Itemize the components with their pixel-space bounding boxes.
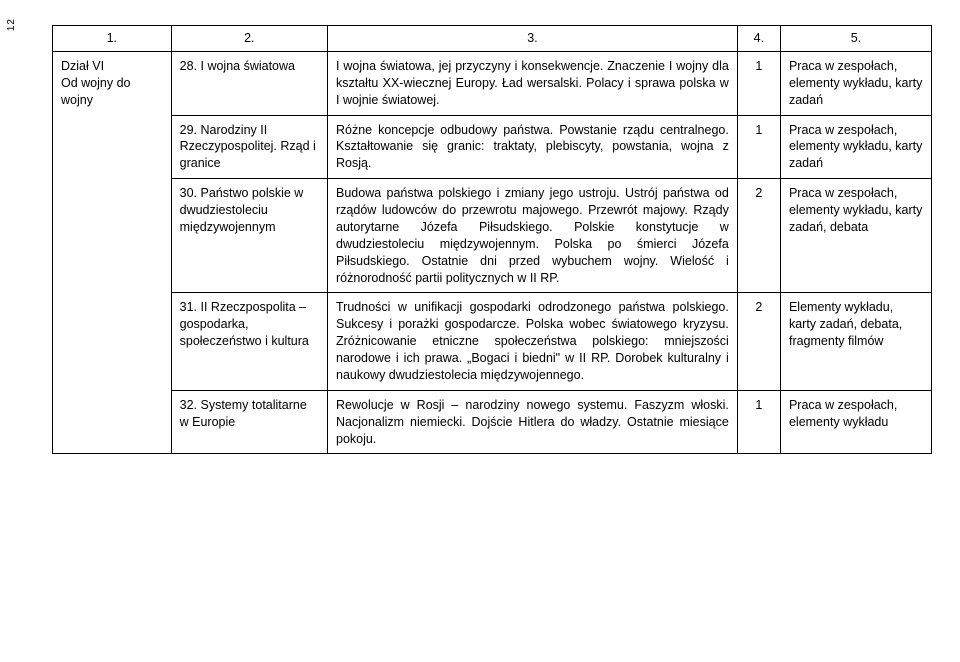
description-cell: Budowa państwa polskiego i zmiany jego u… — [328, 179, 738, 293]
description-cell: Trudności w unifikacji gospodarki odrodz… — [328, 293, 738, 390]
table-header-row: 1. 2. 3. 4. 5. — [53, 26, 932, 52]
method-cell: Praca w zespołach, elementy wykładu, kar… — [780, 115, 931, 179]
table-row: Dział VI Od wojny do wojny 28. I wojna ś… — [53, 51, 932, 115]
topic-cell: 30. Państwo polskie w dwudziestoleciu mi… — [171, 179, 327, 293]
section-cell: Dział VI Od wojny do wojny — [53, 51, 172, 454]
page-number: 12 — [6, 18, 17, 31]
col-header-1: 1. — [53, 26, 172, 52]
col-header-3: 3. — [328, 26, 738, 52]
hours-cell: 1 — [737, 390, 780, 454]
topic-cell: 29. Narodziny II Rzeczypospolitej. Rząd … — [171, 115, 327, 179]
description-cell: Różne koncepcje odbudowy państwa. Powsta… — [328, 115, 738, 179]
topic-cell: 28. I wojna światowa — [171, 51, 327, 115]
col-header-5: 5. — [780, 26, 931, 52]
topic-number: 30. — [180, 186, 197, 200]
method-cell: Praca w zespołach, elementy wykładu — [780, 390, 931, 454]
topic-title: Narodziny II Rzeczypospolitej. Rząd i gr… — [180, 123, 316, 171]
hours-cell: 1 — [737, 115, 780, 179]
method-cell: Praca w zespołach, elementy wykładu, kar… — [780, 179, 931, 293]
curriculum-table-wrap: 1. 2. 3. 4. 5. Dział VI Od wojny do wojn… — [52, 25, 932, 454]
topic-title: Państwo polskie w dwudziestoleciu między… — [180, 186, 304, 234]
topic-cell: 32. Systemy totalitarne w Europie — [171, 390, 327, 454]
hours-cell: 2 — [737, 293, 780, 390]
curriculum-table: 1. 2. 3. 4. 5. Dział VI Od wojny do wojn… — [52, 25, 932, 454]
topic-title: Systemy totalitarne w Europie — [180, 398, 307, 429]
topic-number: 31. — [180, 300, 197, 314]
method-cell: Elementy wykładu, karty zadań, debata, f… — [780, 293, 931, 390]
topic-title: I wojna światowa — [201, 59, 296, 73]
description-cell: I wojna światowa, jej przyczyny i konsek… — [328, 51, 738, 115]
table-row: 29. Narodziny II Rzeczypospolitej. Rząd … — [53, 115, 932, 179]
topic-cell: 31. II Rzeczpospolita – gospodarka, społ… — [171, 293, 327, 390]
col-header-2: 2. — [171, 26, 327, 52]
table-row: 30. Państwo polskie w dwudziestoleciu mi… — [53, 179, 932, 293]
topic-number: 32. — [180, 398, 197, 412]
hours-cell: 1 — [737, 51, 780, 115]
table-row: 32. Systemy totalitarne w Europie Rewolu… — [53, 390, 932, 454]
topic-number: 29. — [180, 123, 197, 137]
col-header-4: 4. — [737, 26, 780, 52]
description-cell: Rewolucje w Rosji – narodziny nowego sys… — [328, 390, 738, 454]
table-row: 31. II Rzeczpospolita – gospodarka, społ… — [53, 293, 932, 390]
topic-number: 28. — [180, 59, 197, 73]
hours-cell: 2 — [737, 179, 780, 293]
topic-title: II Rzeczpospolita – gospodarka, społecze… — [180, 300, 309, 348]
method-cell: Praca w zespołach, elementy wykładu, kar… — [780, 51, 931, 115]
